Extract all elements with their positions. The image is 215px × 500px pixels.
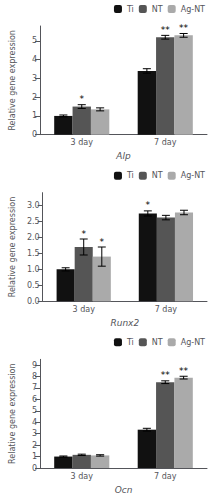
svg-text:Relative gene expression: Relative gene expression (8, 30, 17, 131)
svg-text:4: 4 (32, 55, 37, 64)
svg-text:Runx2: Runx2 (110, 318, 139, 328)
svg-text:9: 9 (32, 361, 37, 370)
svg-text:*: * (100, 237, 105, 247)
svg-text:7 day: 7 day (154, 472, 177, 481)
svg-text:**: ** (161, 25, 171, 35)
svg-text:2: 2 (32, 93, 37, 102)
svg-text:*: * (81, 229, 86, 239)
svg-text:1: 1 (32, 111, 37, 120)
svg-text:Alp: Alp (115, 151, 131, 161)
svg-text:Ag-NT: Ag-NT (181, 171, 205, 180)
svg-text:4: 4 (32, 418, 37, 427)
svg-text:Relative gene expression: Relative gene expression (8, 197, 17, 298)
svg-text:3: 3 (32, 429, 37, 438)
svg-text:Ag-NT: Ag-NT (181, 338, 205, 347)
svg-text:Relative gene expression: Relative gene expression (8, 363, 17, 464)
svg-text:1.0: 1.0 (27, 265, 40, 274)
svg-text:5: 5 (32, 36, 37, 45)
svg-text:0.0: 0.0 (27, 297, 40, 306)
svg-text:1: 1 (32, 452, 37, 461)
svg-text:Ti: Ti (126, 338, 134, 347)
svg-text:2: 2 (32, 441, 37, 450)
svg-text:NT: NT (152, 5, 163, 14)
svg-text:Ag-NT: Ag-NT (181, 5, 205, 14)
svg-text:8: 8 (32, 372, 37, 381)
svg-text:NT: NT (152, 338, 163, 347)
svg-text:7 day: 7 day (155, 305, 178, 314)
svg-text:Ti: Ti (126, 171, 134, 180)
svg-text:3 day: 3 day (73, 305, 96, 314)
svg-text:2.5: 2.5 (27, 217, 40, 226)
svg-text:2.0: 2.0 (27, 233, 40, 242)
svg-text:**: ** (179, 23, 189, 33)
svg-text:0.5: 0.5 (27, 281, 40, 290)
svg-text:5: 5 (32, 406, 37, 415)
svg-text:**: ** (161, 370, 171, 380)
svg-text:7: 7 (32, 383, 37, 392)
svg-text:Ocn: Ocn (115, 485, 133, 495)
svg-text:0: 0 (32, 130, 37, 139)
svg-text:3 day: 3 day (71, 138, 94, 147)
svg-text:1.5: 1.5 (27, 249, 40, 258)
svg-text:Ti: Ti (126, 5, 134, 14)
svg-text:3: 3 (32, 74, 37, 83)
svg-text:3.0: 3.0 (27, 201, 40, 210)
svg-text:*: * (146, 200, 151, 210)
svg-text:6: 6 (32, 395, 37, 404)
svg-text:3 day: 3 day (71, 472, 94, 481)
svg-text:0: 0 (32, 464, 37, 473)
svg-text:*: * (80, 94, 85, 104)
svg-text:7 day: 7 day (154, 138, 177, 147)
svg-text:NT: NT (152, 171, 163, 180)
svg-text:**: ** (179, 366, 189, 376)
